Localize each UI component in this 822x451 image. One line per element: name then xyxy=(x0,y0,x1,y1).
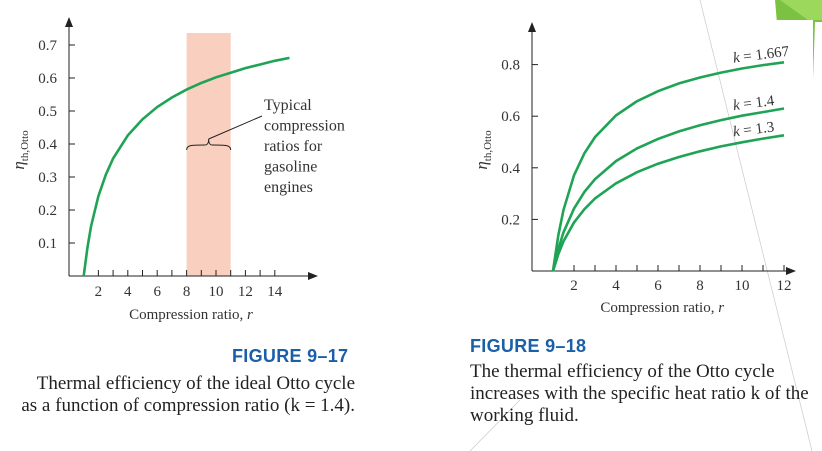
y-tick-label: 0.7 xyxy=(38,38,57,54)
y-tick-label: 0.2 xyxy=(501,212,520,228)
y-tick-label: 0.4 xyxy=(38,137,57,153)
y-axis-arrow xyxy=(528,22,536,32)
x-tick-label: 6 xyxy=(654,278,662,294)
x-tick-label: 8 xyxy=(183,284,191,300)
green-corner-shape-light xyxy=(780,0,822,20)
y-tick-label: 0.1 xyxy=(38,236,57,252)
figure-9-17-caption: Thermal efficiency of the ideal Otto cyc… xyxy=(21,373,355,416)
y-tick-label: 0.6 xyxy=(38,71,57,87)
x-axis-arrow xyxy=(308,272,318,280)
y-tick-label: 0.5 xyxy=(38,104,57,120)
efficiency-curve-series xyxy=(551,61,785,272)
x-tick-label: 4 xyxy=(612,278,620,294)
y-tick-label: 0.3 xyxy=(38,170,57,186)
x-axis-arrow xyxy=(786,267,796,275)
y-axis-label: ηth,Otto xyxy=(472,130,494,170)
x-tick-label: 2 xyxy=(570,278,578,294)
band-label-line: Typical xyxy=(264,97,312,114)
band-label-line: engines xyxy=(264,179,313,196)
x-tick-label: 10 xyxy=(209,284,224,300)
y-tick-label: 0.4 xyxy=(501,161,520,177)
y-axis-label: ηth,Otto xyxy=(9,130,31,170)
x-tick-label: 14 xyxy=(267,284,283,300)
band-label-line: ratios for xyxy=(264,138,323,155)
x-tick-label: 2 xyxy=(95,284,103,300)
efficiency-curve-series xyxy=(551,107,785,272)
y-tick-label: 0.6 xyxy=(501,109,520,125)
x-tick-label: 6 xyxy=(153,284,161,300)
efficiency-curve-series xyxy=(551,134,785,272)
decorative-line xyxy=(469,399,521,451)
series-label: k = 1.4 xyxy=(732,93,776,114)
decorative-line xyxy=(699,0,813,451)
series-label: k = 1.3 xyxy=(732,119,775,140)
series-label: k = 1.667 xyxy=(732,44,790,67)
figure-9-17-title: FIGURE 9–17 xyxy=(232,346,349,366)
band-label-line: compression xyxy=(264,118,345,135)
x-tick-label: 8 xyxy=(696,278,704,294)
y-tick-label: 0.8 xyxy=(501,58,520,74)
x-axis-label: Compression ratio, r xyxy=(129,307,253,323)
white-panel xyxy=(455,20,813,451)
efficiency-curve xyxy=(82,56,290,277)
x-tick-label: 12 xyxy=(777,278,792,294)
band-label-line: gasoline xyxy=(264,159,317,176)
x-tick-label: 4 xyxy=(124,284,132,300)
y-tick-label: 0.2 xyxy=(38,203,57,219)
x-axis-label: Compression ratio, r xyxy=(600,300,724,316)
figure-9-18-title: FIGURE 9–18 xyxy=(470,336,587,356)
x-tick-label: 10 xyxy=(735,278,750,294)
typical-compression-band xyxy=(186,33,231,276)
y-axis-arrow xyxy=(65,17,73,27)
band-leader-line xyxy=(208,115,263,140)
figure-9-18-caption: The thermal efficiency of the Otto cycle… xyxy=(470,361,809,426)
x-tick-label: 12 xyxy=(238,284,253,300)
